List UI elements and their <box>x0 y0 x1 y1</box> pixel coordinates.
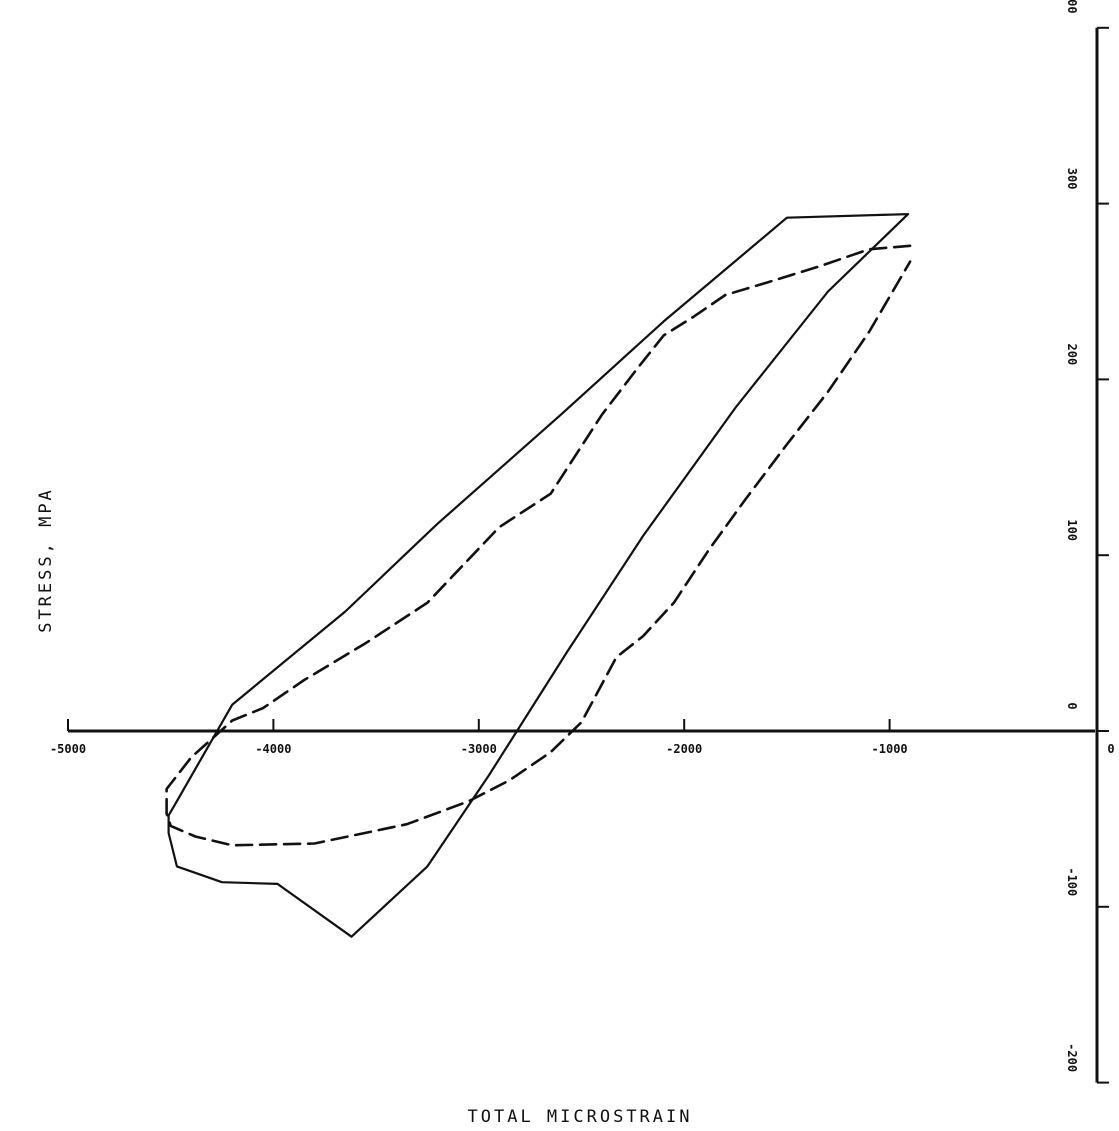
y-tick-label: -100 <box>1065 867 1079 896</box>
y-tick-label: 0 <box>1065 702 1079 709</box>
y-tick-label: 100 <box>1065 519 1079 541</box>
x-tick-label: 0 <box>1107 742 1114 756</box>
x-tick-label: -2000 <box>666 742 702 756</box>
x-tick-label: -4000 <box>255 742 291 756</box>
x-axis-title: TOTAL MICROSTRAIN <box>468 1107 693 1127</box>
y-axis-title: STRESS, MPA <box>36 487 56 633</box>
x-tick-label: -5000 <box>50 742 86 756</box>
axes <box>67 26 1109 1084</box>
dashed-series-line <box>165 244 912 847</box>
series-layer <box>165 213 912 938</box>
x-tick-label: -1000 <box>872 742 908 756</box>
y-tick-label: -200 <box>1065 1043 1079 1072</box>
y-tick-label: 400 <box>1065 0 1079 14</box>
y-tick-label: 300 <box>1065 168 1079 190</box>
solid-series-line <box>167 213 910 938</box>
tick-labels: -5000 -4000 -3000 -2000 -1000 0 400 300 200 100 0 -… <box>50 0 1115 1072</box>
x-tick-label: -3000 <box>461 742 497 756</box>
y-tick-label: 200 <box>1065 344 1079 366</box>
